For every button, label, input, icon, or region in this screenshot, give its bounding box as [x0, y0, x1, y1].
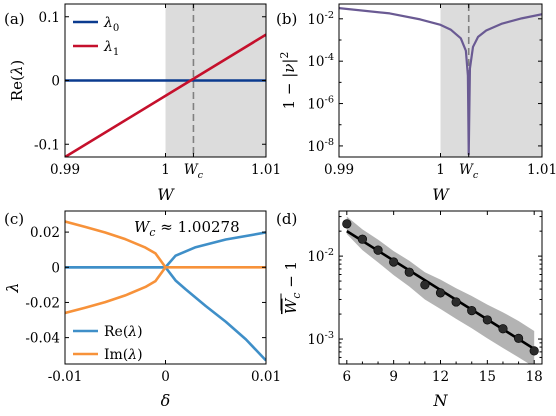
panel-b-ytick-label: 10-4 [307, 52, 334, 70]
data-point [404, 267, 414, 277]
data-point [357, 234, 368, 244]
panel-a-xtick: 0.99 [50, 162, 80, 178]
panel-b-xtick-wc: Wc [459, 162, 479, 181]
data-point [342, 219, 352, 229]
panel-a-ytick: -0.1 [34, 137, 60, 153]
panel-b-xtick: 0.99 [324, 162, 354, 178]
re-lambda-lower [65, 265, 266, 362]
panel-a-xtick-wc: Wc [184, 162, 204, 181]
panel-a-letter: (a) [4, 10, 25, 28]
panel-c-ytick: 0 [51, 260, 60, 276]
panel-c-annotation: Wc ≈ 1.00278 [134, 218, 240, 239]
panel-b-xlabel: W [432, 185, 450, 204]
panel-d-xtick: 12 [432, 369, 449, 385]
panel-a-xlabel: W [157, 185, 175, 204]
panel-d-xtick: 6 [343, 369, 352, 385]
panel-d-xtick: 15 [479, 369, 496, 385]
panel-a-ytick: 0.1 [39, 10, 60, 26]
panel-c-xtick: 0 [161, 369, 170, 385]
panel-a-ylabel: Re(λ) [8, 60, 26, 101]
panel-b-xtick: 1 [436, 162, 445, 178]
panel-b-ytick-label: 10-6 [307, 95, 334, 113]
panel-d-ylabel: Wc − 1 [282, 261, 303, 314]
data-point [373, 245, 383, 255]
im-lambda-lower [65, 266, 167, 315]
panel-d-xtick: 18 [526, 369, 543, 385]
panel-b-xtick: 1.01 [527, 162, 556, 178]
panel-b-letter: (b) [276, 10, 297, 28]
panel-a-xtick: 1.01 [251, 162, 281, 178]
legend-lambda0-label: λ0 [103, 15, 119, 34]
panel-b-ytick-label: 10-8 [307, 137, 334, 155]
panel-c-ytick: 0.02 [30, 225, 60, 241]
data-point [482, 315, 492, 325]
panel-c-ytick: -0.02 [25, 295, 60, 311]
legend-lambda1-label: λ1 [103, 39, 119, 58]
panel-d-ytick-label: 10-2 [307, 247, 334, 265]
panel-d-ytick-label: 10-3 [307, 330, 334, 348]
data-point [498, 324, 508, 334]
data-point [529, 346, 539, 356]
re-lambda-upper [65, 231, 266, 269]
data-point [467, 306, 477, 316]
norm-deficit-curve [339, 7, 542, 156]
panel-a-xtick: 1 [161, 162, 170, 178]
panel-b-ytick-label: 10-2 [307, 10, 334, 28]
panel-c-ytick: -0.04 [25, 331, 60, 347]
panel-b-ylabel: 1 − |ν|2 [278, 52, 298, 110]
legend-im-label: Im(λ) [104, 347, 143, 363]
lambda1-line [65, 33, 266, 157]
legend-re-label: Re(λ) [104, 324, 143, 340]
data-point [420, 280, 430, 290]
panel-d-xtick: 9 [389, 369, 398, 385]
panel-d-letter: (d) [276, 210, 297, 228]
data-point [389, 257, 399, 267]
panel-c-xlabel: δ [161, 391, 171, 410]
panel-c-letter: (c) [4, 210, 24, 228]
panel-d-ylabel-group: Wc − 1 [280, 261, 303, 314]
data-point [513, 333, 524, 343]
panel-c-xtick: -0.01 [48, 369, 83, 385]
panel-c-xtick: 0.01 [251, 369, 281, 385]
panel-a-ytick: 0 [51, 74, 60, 90]
panel-d-xlabel: N [433, 391, 449, 410]
shaded-region [440, 4, 542, 157]
data-point [435, 288, 446, 298]
panel-c-ylabel: λ [3, 282, 22, 293]
data-point [451, 297, 461, 307]
im-lambda-upper [65, 220, 266, 269]
